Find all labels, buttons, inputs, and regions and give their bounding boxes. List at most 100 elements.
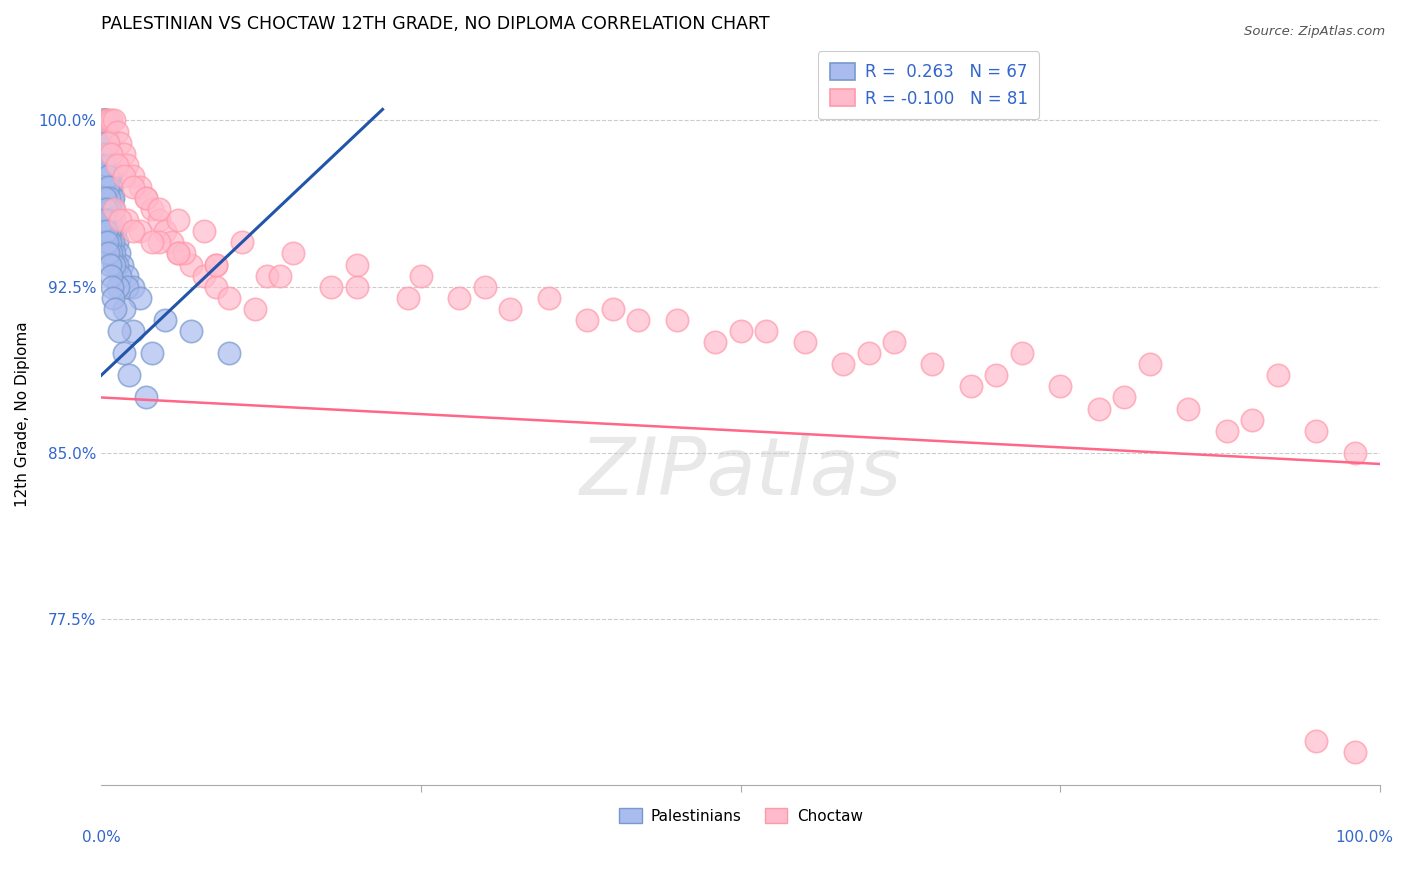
Point bbox=[98, 169, 121, 183]
Point bbox=[141, 202, 163, 216]
Point bbox=[883, 334, 905, 349]
Point bbox=[193, 268, 215, 283]
Point bbox=[101, 191, 124, 205]
Point bbox=[256, 268, 278, 283]
Point bbox=[101, 191, 124, 205]
Point bbox=[103, 113, 125, 128]
Point bbox=[243, 301, 266, 316]
Point bbox=[94, 113, 117, 128]
Point bbox=[97, 213, 120, 227]
Point bbox=[730, 324, 752, 338]
Text: ZIPatlas: ZIPatlas bbox=[579, 434, 901, 513]
Point bbox=[94, 124, 117, 138]
Point bbox=[180, 324, 202, 338]
Point bbox=[135, 391, 157, 405]
Point bbox=[1343, 745, 1365, 759]
Point bbox=[103, 246, 125, 260]
Point bbox=[1305, 424, 1327, 438]
Point bbox=[94, 113, 117, 128]
Point bbox=[108, 246, 131, 260]
Point bbox=[100, 180, 122, 194]
Point bbox=[103, 213, 125, 227]
Point bbox=[537, 291, 560, 305]
Point bbox=[100, 224, 122, 238]
Point bbox=[122, 169, 145, 183]
Point bbox=[101, 235, 124, 250]
Point bbox=[281, 246, 304, 260]
Point bbox=[103, 291, 125, 305]
Point bbox=[97, 113, 120, 128]
Point bbox=[115, 158, 138, 172]
Point bbox=[205, 279, 228, 293]
Point bbox=[96, 202, 118, 216]
Point bbox=[396, 291, 419, 305]
Point bbox=[921, 357, 943, 371]
Point bbox=[167, 213, 190, 227]
Text: 100.0%: 100.0% bbox=[1334, 830, 1393, 845]
Point bbox=[97, 169, 120, 183]
Point bbox=[93, 213, 115, 227]
Point bbox=[148, 213, 170, 227]
Point bbox=[96, 158, 118, 172]
Point bbox=[153, 313, 176, 327]
Point bbox=[97, 180, 120, 194]
Point bbox=[97, 224, 120, 238]
Point bbox=[107, 279, 129, 293]
Point bbox=[110, 136, 132, 150]
Point bbox=[180, 258, 202, 272]
Point bbox=[115, 268, 138, 283]
Point bbox=[96, 124, 118, 138]
Point bbox=[103, 202, 125, 216]
Point bbox=[346, 279, 368, 293]
Point bbox=[105, 258, 128, 272]
Point bbox=[100, 146, 122, 161]
Point bbox=[97, 136, 120, 150]
Point bbox=[1011, 346, 1033, 360]
Point bbox=[1343, 446, 1365, 460]
Point bbox=[105, 158, 128, 172]
Point bbox=[105, 235, 128, 250]
Point bbox=[110, 268, 132, 283]
Point bbox=[111, 258, 134, 272]
Point bbox=[97, 246, 120, 260]
Point bbox=[112, 346, 135, 360]
Point bbox=[205, 258, 228, 272]
Point bbox=[218, 291, 240, 305]
Point bbox=[474, 279, 496, 293]
Point bbox=[576, 313, 599, 327]
Point bbox=[160, 235, 183, 250]
Point bbox=[100, 268, 122, 283]
Point bbox=[91, 113, 114, 128]
Point bbox=[602, 301, 624, 316]
Point bbox=[141, 235, 163, 250]
Point bbox=[100, 246, 122, 260]
Point bbox=[97, 158, 120, 172]
Point bbox=[115, 213, 138, 227]
Point bbox=[128, 224, 150, 238]
Point bbox=[1241, 412, 1264, 426]
Point bbox=[94, 191, 117, 205]
Point bbox=[148, 235, 170, 250]
Point bbox=[100, 180, 122, 194]
Legend: Palestinians, Choctaw: Palestinians, Choctaw bbox=[613, 801, 869, 830]
Point bbox=[1305, 734, 1327, 748]
Point bbox=[105, 124, 128, 138]
Point bbox=[704, 334, 727, 349]
Point bbox=[128, 180, 150, 194]
Point bbox=[96, 235, 118, 250]
Point bbox=[112, 169, 135, 183]
Point bbox=[193, 224, 215, 238]
Point bbox=[101, 279, 124, 293]
Point bbox=[231, 235, 253, 250]
Y-axis label: 12th Grade, No Diploma: 12th Grade, No Diploma bbox=[15, 321, 30, 507]
Point bbox=[1215, 424, 1237, 438]
Point bbox=[1177, 401, 1199, 416]
Point bbox=[135, 191, 157, 205]
Point bbox=[135, 191, 157, 205]
Point bbox=[94, 224, 117, 238]
Point bbox=[1087, 401, 1109, 416]
Text: PALESTINIAN VS CHOCTAW 12TH GRADE, NO DIPLOMA CORRELATION CHART: PALESTINIAN VS CHOCTAW 12TH GRADE, NO DI… bbox=[101, 15, 770, 33]
Point bbox=[103, 258, 125, 272]
Point bbox=[97, 146, 120, 161]
Point bbox=[153, 224, 176, 238]
